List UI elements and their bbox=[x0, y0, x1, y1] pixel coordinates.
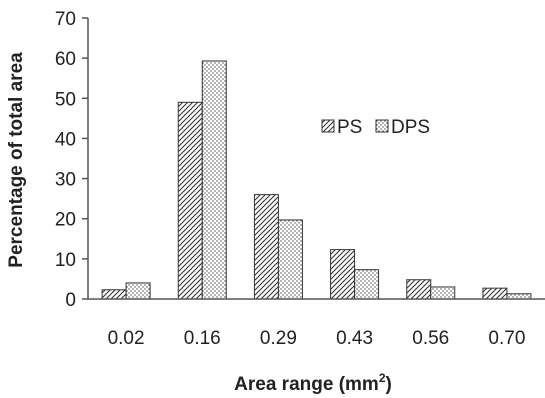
legend-label-ps: PS bbox=[337, 117, 362, 138]
bar-ps-0.56 bbox=[406, 279, 432, 300]
bar-ps-0.02 bbox=[101, 289, 127, 300]
bar-ps-0.43 bbox=[330, 249, 356, 300]
bar-dps-0.56 bbox=[430, 286, 456, 300]
bar-dps-0.29 bbox=[277, 219, 303, 300]
y-tick-label: 50 bbox=[55, 89, 76, 110]
x-tick-label: 0.02 bbox=[108, 328, 145, 349]
x-tick-label: 0.29 bbox=[260, 328, 297, 349]
bar-dps-0.16 bbox=[201, 60, 227, 300]
x-axis-title-suffix: ) bbox=[386, 374, 392, 395]
y-tick-label: 40 bbox=[55, 129, 76, 150]
bar-ps-0.16 bbox=[177, 101, 203, 300]
x-tick-label: 0.16 bbox=[184, 328, 221, 349]
y-tick-label: 0 bbox=[65, 290, 76, 311]
y-tick-label: 70 bbox=[55, 9, 76, 30]
bar-ps-0.70 bbox=[482, 287, 508, 300]
bar-dps-0.02 bbox=[125, 282, 151, 300]
y-tick-label: 20 bbox=[55, 210, 76, 231]
y-tick-label: 10 bbox=[55, 250, 76, 271]
x-ticks: 0.02 0.16 0.29 0.43 0.56 0.70 bbox=[108, 328, 526, 349]
x-axis-title-superscript: 2 bbox=[379, 371, 386, 385]
legend: PS DPS bbox=[321, 117, 430, 138]
x-tick-label: 0.56 bbox=[412, 328, 449, 349]
x-tick-label: 0.70 bbox=[488, 328, 525, 349]
x-axis-title-main: Area range (mm bbox=[234, 374, 379, 395]
bar-dps-0.70 bbox=[506, 293, 532, 300]
y-ticks: 0 10 20 30 40 50 60 70 bbox=[55, 9, 88, 311]
x-axis-title: Area range (mm2) bbox=[234, 371, 392, 395]
bar-ps-0.29 bbox=[253, 194, 279, 300]
bar-dps-0.43 bbox=[354, 269, 380, 300]
y-tick-label: 60 bbox=[55, 49, 76, 70]
legend-label-dps: DPS bbox=[391, 117, 430, 138]
legend-swatch-dps bbox=[375, 119, 389, 133]
x-tick-label: 0.43 bbox=[336, 328, 373, 349]
bars-layer bbox=[101, 60, 532, 300]
y-axis-title: Percentage of total area bbox=[6, 52, 27, 268]
y-tick-label: 30 bbox=[55, 170, 76, 191]
legend-swatch-ps bbox=[321, 119, 335, 133]
